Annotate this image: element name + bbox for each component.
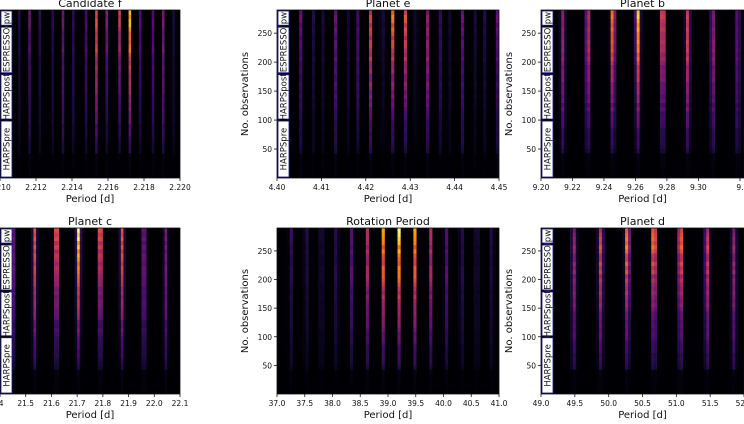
x-axis-label: Period [d] [66, 194, 115, 205]
instrument-label: HARPSpost [3, 73, 13, 121]
instrument-label: HARPSpre [3, 128, 13, 171]
heatmap-0 [0, 10, 181, 179]
x-tick-label: 2.216 [97, 183, 119, 192]
x-tick-label: 2.212 [25, 183, 47, 192]
x-tick-label: 2.210 [0, 183, 11, 192]
panel-title: Candidate f [58, 0, 123, 10]
heatmap-1 [277, 10, 500, 179]
panel-0: Candidate f 2.210 2.212 2.214 2.216 2.218 2.22… [0, 0, 191, 205]
instrument-label: ESPRESSO [3, 27, 13, 72]
x-tick-label: 2.214 [61, 183, 83, 192]
x-tick-label: 2.220 [169, 183, 191, 192]
instrument-label: pw [3, 12, 13, 24]
x-tick-label: 2.218 [133, 183, 155, 192]
